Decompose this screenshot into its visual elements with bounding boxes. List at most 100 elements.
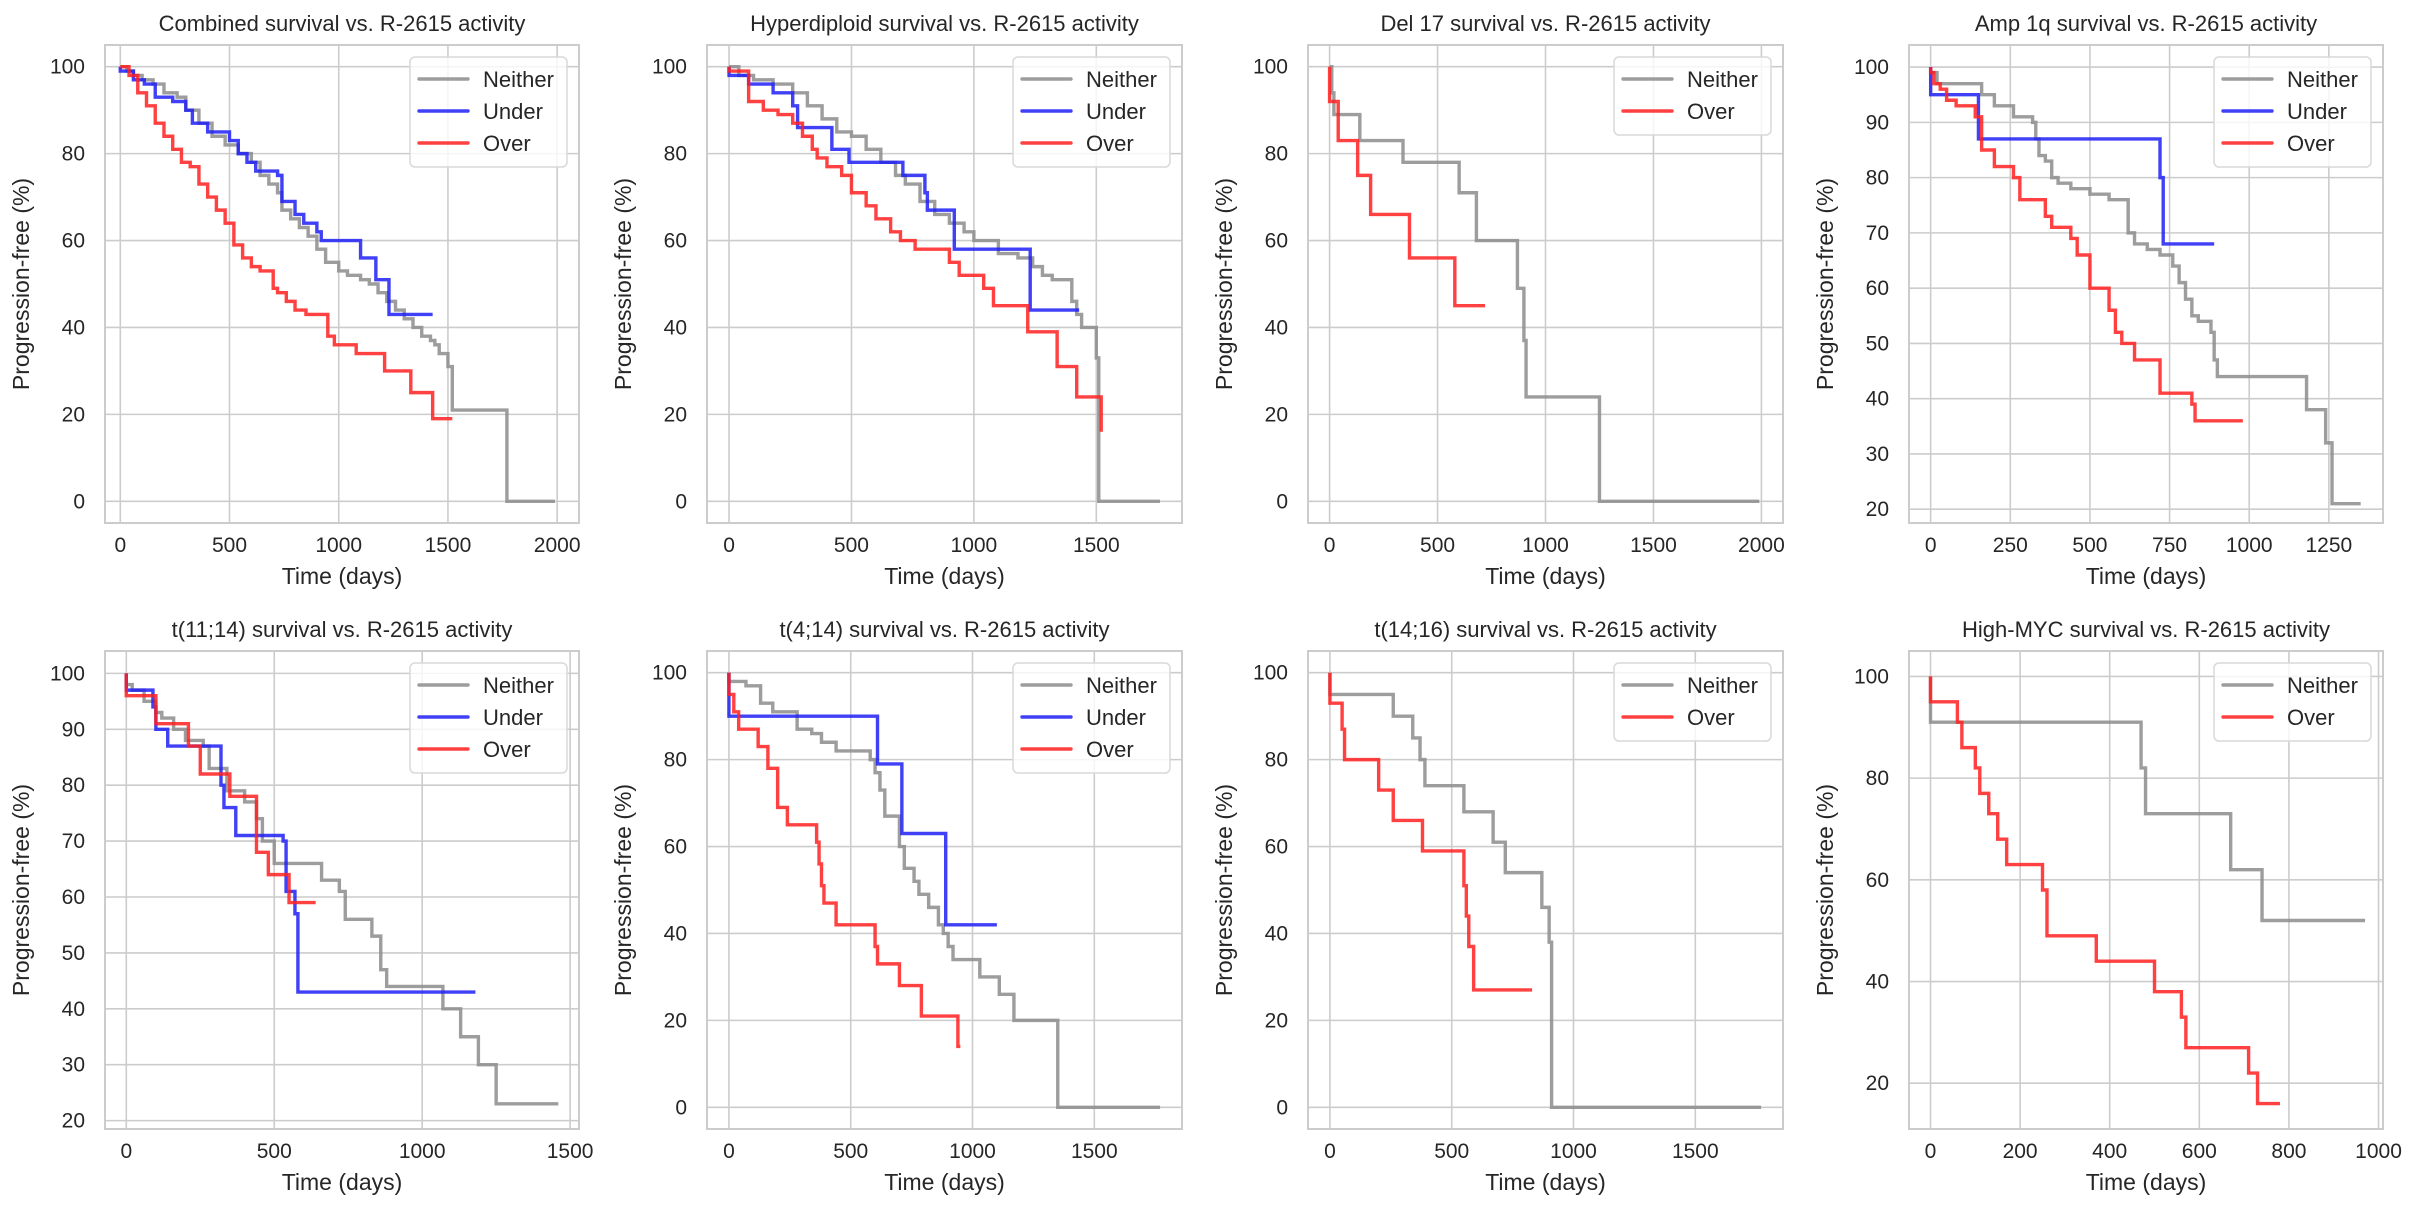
series-line-neither [1329,65,1760,503]
x-tick-label: 500 [1420,534,1455,557]
legend-label: Over [483,737,531,762]
series-line-under [727,672,997,927]
x-tick-label: 0 [1925,1140,1937,1163]
series-group [1928,676,2366,1106]
chart-panel-6: 0 500 1000 1500 0 20 40 60 80 100 t(4;14) survival… [610,617,1183,1195]
y-axis-label: Progression-free (%) [610,784,636,996]
x-tick-label: 1000 [2226,534,2273,557]
x-tick-label: 2000 [1738,534,1785,557]
chart-title: Amp 1q survival vs. R-2615 activity [1975,11,2317,36]
y-tick-label: 60 [664,230,687,253]
chart-title: Del 17 survival vs. R-2615 activity [1380,11,1710,36]
x-tick-label: 1500 [1630,534,1677,557]
x-tick-label: 500 [212,534,247,557]
y-tick-label: 80 [1866,767,1889,790]
series-line-over [727,672,961,1049]
series-line-over [120,65,453,421]
tick-labels: 0 500 1000 1500 2000 0 20 40 60 80 100 [50,56,581,557]
x-axis-label: Time (days) [282,563,403,589]
legend-label: Neither [483,673,554,698]
tick-labels: 0 500 1000 1500 0 20 40 60 80 100 [652,662,1118,1163]
legend-label: Over [1086,131,1134,156]
y-axis-label: Progression-free (%) [1812,784,1838,996]
axes-frame [1908,650,2384,1130]
legend-item-neither: Neither [417,67,554,92]
x-tick-label: 1250 [2305,534,2352,557]
legend-item-neither: Neither [1020,673,1157,698]
legend-item-over: Over [1020,131,1134,156]
y-tick-label: 100 [1253,662,1288,685]
y-tick-label: 60 [1265,836,1288,859]
x-tick-label: 0 [723,1140,735,1163]
y-axis-label: Progression-free (%) [1211,178,1237,390]
y-tick-label: 60 [62,886,85,909]
y-tick-label: 80 [1265,143,1288,166]
legend-label: Over [2287,131,2335,156]
legend-item-neither: Neither [417,673,554,698]
legend-label: Neither [2287,67,2358,92]
x-tick-label: 1000 [1522,534,1569,557]
x-tick-label: 750 [2152,534,2187,557]
legend-item-over: Over [417,131,531,156]
legend: Neither Under Over [409,56,568,168]
legend-item-neither: Neither [2221,67,2358,92]
legend-item-neither: Neither [1621,673,1758,698]
axes-frame [706,44,1183,524]
x-tick-label: 1000 [315,534,362,557]
y-tick-label: 80 [664,749,687,772]
y-tick-label: 100 [652,56,687,79]
y-tick-label: 60 [1866,869,1889,892]
legend-item-over: Over [2221,131,2335,156]
legend-label: Neither [483,67,554,92]
y-tick-label: 50 [1866,332,1889,355]
y-tick-label: 20 [664,1009,687,1032]
y-tick-label: 70 [62,830,85,853]
series-line-neither [120,65,555,503]
legend-item-over: Over [2221,705,2335,730]
gridlines [1308,651,1783,1129]
series-line-neither [1328,672,1762,1109]
legend-box [409,56,568,168]
legend-item-neither: Neither [1621,67,1758,92]
x-tick-label: 0 [114,534,126,557]
y-tick-label: 20 [62,403,85,426]
y-tick-label: 40 [1866,388,1889,411]
y-tick-label: 20 [1265,403,1288,426]
y-tick-label: 40 [62,316,85,339]
tick-labels: 0 500 1000 1500 0 20 40 60 80 100 [652,56,1120,557]
x-axis-label: Time (days) [1485,563,1606,589]
series-line-under [727,66,1080,312]
y-tick-label: 100 [1854,665,1889,688]
y-tick-label: 40 [664,922,687,945]
y-tick-label: 80 [1866,167,1889,190]
legend-box [1012,662,1171,774]
y-tick-label: 40 [1265,316,1288,339]
y-tick-label: 100 [50,662,85,685]
x-tick-label: 1000 [949,1140,996,1163]
legend-item-neither: Neither [1020,67,1157,92]
legend-label: Under [483,99,543,124]
axes-frame [1307,44,1784,524]
y-tick-label: 50 [62,942,85,965]
legend: Neither Under Over [409,662,568,774]
legend-label: Neither [1687,673,1758,698]
x-tick-label: 600 [2182,1140,2217,1163]
series-group [727,65,1160,503]
legend-box [409,662,568,774]
y-tick-label: 40 [1866,971,1889,994]
y-tick-label: 90 [62,718,85,741]
y-tick-label: 40 [1265,922,1288,945]
legend-item-under: Under [1020,99,1146,124]
x-tick-label: 400 [2092,1140,2127,1163]
y-tick-label: 30 [62,1054,85,1077]
x-axis-label: Time (days) [1485,1169,1606,1195]
legend-item-neither: Neither [2221,673,2358,698]
y-tick-label: 60 [664,836,687,859]
y-tick-label: 0 [1276,490,1288,513]
x-tick-label: 500 [834,534,869,557]
legend-box [1012,56,1171,168]
y-tick-label: 80 [664,143,687,166]
chart-panel-2: 0 500 1000 1500 0 20 40 60 80 100 Hyperdiploid sur… [610,11,1183,589]
x-axis-label: Time (days) [884,563,1005,589]
series-line-over [727,66,1103,432]
